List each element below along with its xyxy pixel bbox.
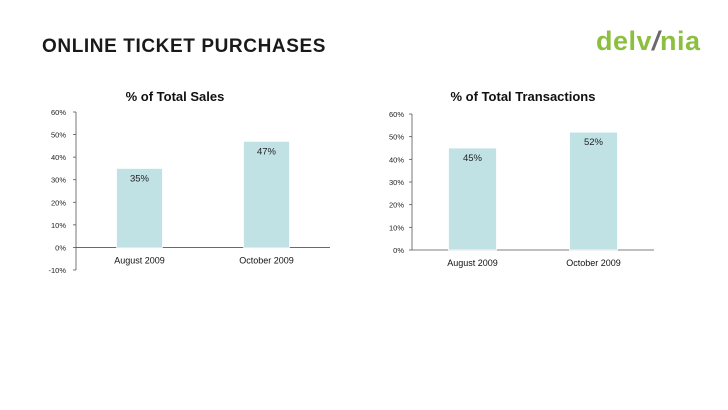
transactions-category-label: August 2009 xyxy=(447,258,498,268)
transactions-y-tick-label: 50% xyxy=(389,133,404,142)
sales-category-label: August 2009 xyxy=(114,255,165,265)
sales-bar xyxy=(243,140,290,248)
transactions-bar xyxy=(569,131,618,251)
sales-y-tick-label: 10% xyxy=(51,221,66,230)
sales-y-tick-label: 40% xyxy=(51,153,66,162)
page-title: ONLINE TICKET PURCHASES xyxy=(42,36,327,57)
transactions-y-tick-label: 10% xyxy=(389,223,404,232)
transactions-chart-title: % of Total Transactions xyxy=(451,89,596,104)
sales-data-label: 47% xyxy=(257,146,277,157)
transactions-bar xyxy=(448,147,497,251)
sales-y-tick-label: 0% xyxy=(55,243,66,252)
sales-category-label: October 2009 xyxy=(239,255,294,265)
transactions-category-label: October 2009 xyxy=(566,258,621,268)
transactions-chart: % of Total Transactions 0% 10% 20% 30% 40% 50%… xyxy=(389,89,654,268)
transactions-data-label: 52% xyxy=(584,137,604,148)
transactions-y-tick-label: 20% xyxy=(389,201,404,210)
sales-y-tick-label: 20% xyxy=(51,198,66,207)
transactions-y-tick-label: 60% xyxy=(389,110,404,119)
logo-text-start: delv xyxy=(596,26,653,56)
company-logo: delv/nia xyxy=(596,26,701,57)
logo-slash: / xyxy=(652,26,661,56)
sales-chart: % of Total Sales -10% 0% 10% 20% 30% 40% 50% 60%… xyxy=(48,89,330,275)
transactions-y-tick-label: 30% xyxy=(389,178,404,187)
sales-chart-title: % of Total Sales xyxy=(126,89,225,104)
transactions-data-label: 45% xyxy=(463,153,483,164)
transactions-y-tick-label: 0% xyxy=(393,246,404,255)
sales-y-tick-label: -10% xyxy=(48,266,66,275)
sales-y-tick-label: 50% xyxy=(51,131,66,140)
sales-y-tick-label: 30% xyxy=(51,176,66,185)
sales-bar xyxy=(116,168,163,248)
logo-text-end: nia xyxy=(660,26,701,56)
transactions-y-tick-label: 40% xyxy=(389,155,404,164)
sales-y-tick-label: 60% xyxy=(51,108,66,117)
sales-data-label: 35% xyxy=(130,173,150,184)
